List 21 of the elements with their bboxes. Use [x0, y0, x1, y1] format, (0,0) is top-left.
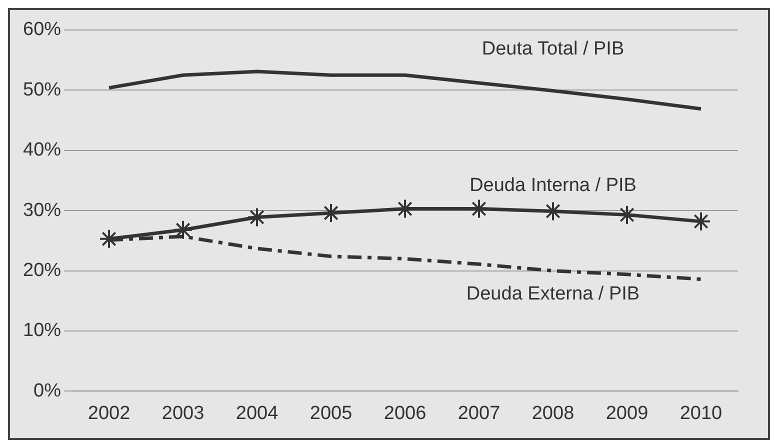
- x-tick-label: 2007: [458, 402, 500, 424]
- x-tick-label: 2004: [236, 402, 279, 424]
- point: [691, 211, 711, 232]
- x-tick-label: 2005: [310, 402, 352, 424]
- x-tick-label: 2003: [162, 402, 204, 424]
- y-tick-label: 50%: [22, 79, 62, 100]
- x-tick-label: 2009: [606, 402, 648, 424]
- series-label: Deuta Total / PIB: [482, 38, 624, 60]
- y-tick-label: 30%: [22, 200, 62, 221]
- series-label: Deuda Externa / PIB: [466, 284, 640, 305]
- series-label: Deuda Interna / PIB: [470, 174, 636, 196]
- x-tick-label: 2008: [532, 402, 574, 424]
- y-tick-label: 20%: [22, 260, 62, 282]
- y-tick-label: 0%: [34, 380, 62, 402]
- x-tick-label: 2002: [88, 402, 130, 424]
- x-tick-label: 2006: [384, 402, 426, 424]
- y-tick-label: 60%: [22, 19, 62, 40]
- y-tick-label: 10%: [22, 320, 62, 342]
- x-tick-label: 2010: [680, 402, 722, 424]
- point: [173, 220, 194, 240]
- y-tick-label: 40%: [22, 140, 62, 161]
